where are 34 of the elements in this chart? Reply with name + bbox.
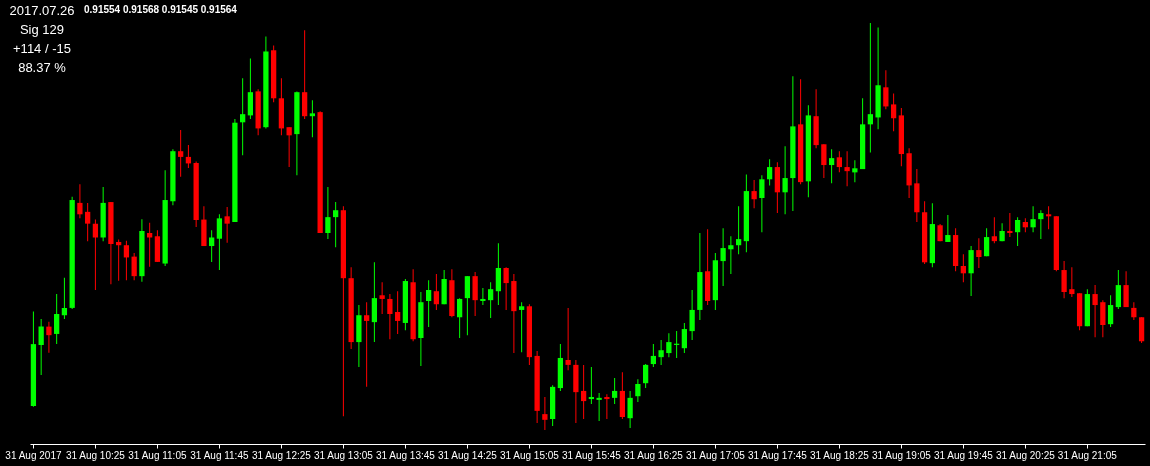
x-tick-label: 31 Aug 18:25 (809, 449, 870, 461)
candlestick (604, 394, 610, 420)
candlestick (518, 302, 525, 353)
x-tick-label: 31 Aug 20:25 (995, 449, 1056, 461)
text: 2017.07.26 (9, 3, 75, 18)
candlestick (309, 100, 316, 138)
x-tick-label: 31 Aug 12:25 (251, 449, 312, 461)
annotation: +114 / -15 (13, 41, 71, 56)
chart-title: 0.91554 0.91568 0.91545 0.91564 (84, 4, 238, 15)
x-tick-label: 31 Aug 19:45 (933, 449, 994, 461)
x-tick-label: 31 Aug 2017 (5, 449, 62, 461)
candlestick (1045, 206, 1052, 230)
candlestick (1007, 213, 1013, 238)
x-tick-label: 31 Aug 14:25 (437, 449, 498, 461)
candlestick (596, 392, 602, 422)
x-tick-label: 31 Aug 17:05 (685, 449, 746, 461)
x-tick-label: 31 Aug 21:05 (1057, 449, 1118, 461)
candlestick (867, 23, 873, 153)
x-tick-label: 31 Aug 11:05 (128, 449, 187, 461)
x-tick-label: 31 Aug 13:05 (313, 449, 374, 461)
x-tick-label: 31 Aug 13:45 (375, 449, 436, 461)
candlestick (240, 78, 246, 156)
candlestick (364, 302, 370, 387)
x-tick-label: 31 Aug 17:45 (747, 449, 808, 461)
x-tick-label: 31 Aug 19:05 (871, 449, 932, 461)
candlestick (588, 366, 595, 404)
annotation: Sig 129 (19, 22, 65, 37)
annotation: 88.37 % (18, 60, 67, 75)
x-tick-label: 31 Aug 15:45 (561, 449, 622, 461)
x-tick-label: 31 Aug 11:45 (190, 449, 249, 461)
x-tick-label: 31 Aug 15:05 (499, 449, 560, 461)
x-tick-label: 31 Aug 10:25 (65, 449, 126, 461)
x-tick-label: 31 Aug 16:25 (623, 449, 684, 461)
candlestick (565, 307, 571, 371)
